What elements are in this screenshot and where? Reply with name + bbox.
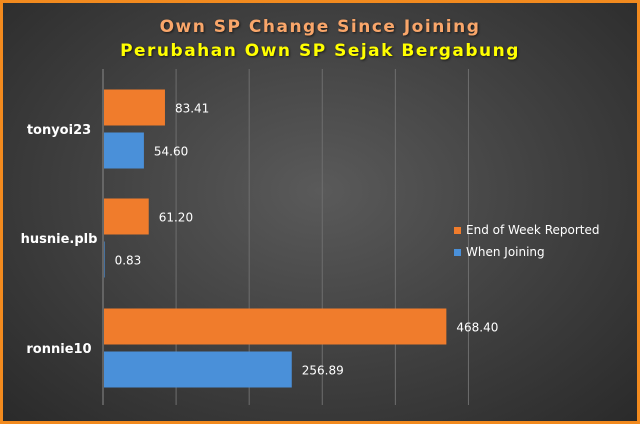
bar-when-joining: [104, 241, 105, 278]
data-label: 61.20: [159, 211, 193, 225]
legend-label-end-of-week: End of Week Reported: [466, 223, 600, 237]
category-label-tonyoi23: tonyoi23: [27, 123, 91, 138]
data-label: 468.40: [456, 321, 498, 335]
data-label: 0.83: [115, 254, 142, 268]
bar-when-joining: [104, 132, 144, 169]
legend-item-when-joining: When Joining: [454, 241, 599, 263]
bar-end-of-week: [104, 89, 165, 126]
legend-item-end-of-week: End of Week Reported: [454, 219, 599, 241]
chart-legend: End of Week Reported When Joining: [454, 219, 599, 263]
bar-end-of-week: [104, 308, 447, 345]
category-label-husnie-plb: husnie.plb: [21, 232, 98, 247]
legend-label-when-joining: When Joining: [466, 245, 545, 259]
legend-swatch-orange: [454, 226, 461, 234]
bar-when-joining: [104, 351, 292, 388]
chart-subtitle: Perubahan Own SP Sejak Bergabung: [120, 41, 520, 61]
bar-chart-plot: tonyoi23 83.41 54.60 husnie.plb 61.20 0.83 ron…: [21, 69, 498, 405]
chart-frame: Own SP Change Since Joining Perubahan Ow…: [3, 3, 637, 421]
data-label: 54.60: [154, 145, 188, 159]
data-label: 256.89: [302, 364, 344, 378]
category-label-ronnie10: ronnie10: [26, 342, 91, 357]
legend-swatch-blue: [454, 248, 461, 256]
bar-end-of-week: [104, 198, 149, 235]
chart-title: Own SP Change Since Joining: [159, 17, 481, 37]
data-label: 83.41: [175, 102, 209, 116]
